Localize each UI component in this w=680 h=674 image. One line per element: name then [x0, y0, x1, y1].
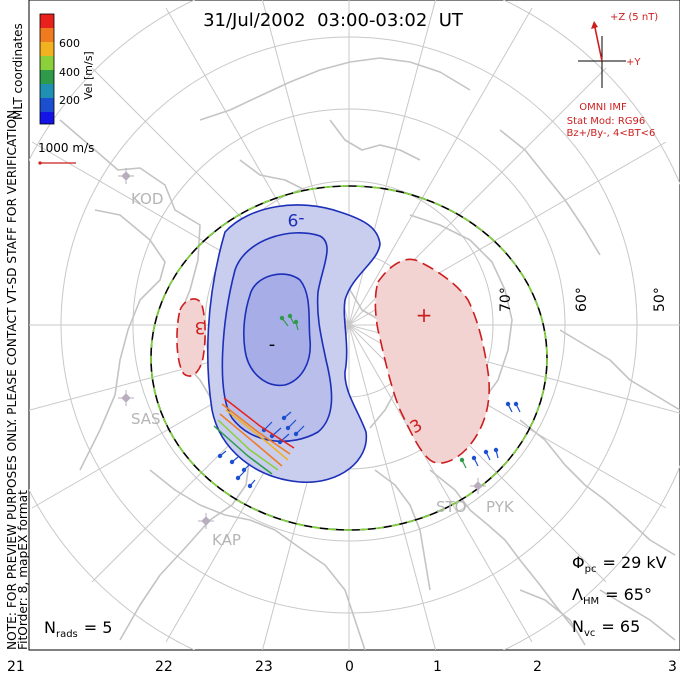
station-label-kod: KOD [131, 190, 163, 208]
station-label-kap: KAP [212, 531, 241, 549]
mlt-tick-21: 21 [7, 659, 25, 674]
mlt-tick-3: 3 [668, 659, 677, 674]
mlt-tick-23: 23 [255, 659, 273, 674]
velocity-colorbar: 600 400 200 Vel [m/s] [39, 13, 95, 125]
vector-scale: 1000 m/s [38, 141, 94, 165]
imf-z-label: +Z (5 nT) [610, 12, 658, 23]
station-marker-sto [470, 478, 486, 494]
station-marker-sas [118, 390, 134, 406]
positive-cell-fill [374, 258, 490, 464]
latitude-label-70: 70° [498, 287, 514, 312]
nvc-stat: Nvc = 65 [572, 617, 640, 639]
mlt-tick-2: 2 [533, 659, 542, 674]
mlt-tick-22: 22 [155, 659, 173, 674]
fitorder-note: FitOrder: 8, mapEX format [16, 490, 30, 650]
latitude-label-60: 60° [574, 287, 590, 312]
imf-dial: +Z (5 nT) +Y OMNI IMF Stat Mod: RG96 Bz+… [567, 12, 659, 139]
hm-boundary [150, 185, 548, 531]
mlt-tick-0: 0 [345, 659, 354, 674]
coordinate-system-label: MLT coordinates [11, 23, 25, 120]
contour-label-pos-main: + [416, 303, 433, 327]
phi-pc-stat: Φpc = 29 kV [572, 553, 667, 575]
colorbar-tick-600: 600 [59, 37, 80, 50]
mlt-axis: 21 22 23 0 1 2 3 [7, 659, 677, 674]
station-marker-kod [118, 168, 134, 184]
colorbar-tick-200: 200 [59, 94, 80, 107]
vector-scale-label: 1000 m/s [38, 141, 94, 155]
station-label-sas: SAS [131, 410, 161, 428]
map-title: 31/Jul/2002 03:00-03:02 UT [203, 10, 464, 31]
latitude-label-50: 50° [652, 287, 668, 312]
imf-model: Stat Mod: RG96 [567, 116, 646, 127]
imf-y-label: +Y [626, 57, 641, 68]
station-marker-kap [198, 513, 214, 529]
contour-label-neg-main: -9 [288, 209, 305, 229]
coastlines [59, 57, 680, 650]
velocity-vectors [213, 313, 521, 489]
lambda-hm-stat: ΛHM = 65° [572, 585, 652, 607]
station-markers [118, 168, 486, 529]
colorbar-label: Vel [m/s] [82, 51, 95, 100]
station-label-pyk: PYK [486, 498, 515, 516]
mlt-tick-1: 1 [433, 659, 442, 674]
imf-source: OMNI IMF [579, 102, 627, 113]
imf-vector [593, 22, 603, 62]
contour-label-neg-inner: - [269, 334, 276, 355]
contour-label-pos-3a: 3 [195, 317, 206, 337]
negative-cell-inner [243, 273, 311, 387]
preview-note: NOTE: FOR PREVIEW PURPOSES ONLY. PLEASE … [5, 106, 19, 650]
imf-condition: Bz+/By-, 4<BT<6 [567, 128, 656, 139]
station-label-sto: STO [436, 498, 467, 516]
stats-panel: Φpc = 29 kV ΛHM = 65° Nvc = 65 Nrads = 5 [44, 553, 667, 640]
positive-small-cell-fill [176, 298, 206, 377]
colorbar-tick-400: 400 [59, 66, 80, 79]
nrads-stat: Nrads = 5 [44, 618, 112, 640]
